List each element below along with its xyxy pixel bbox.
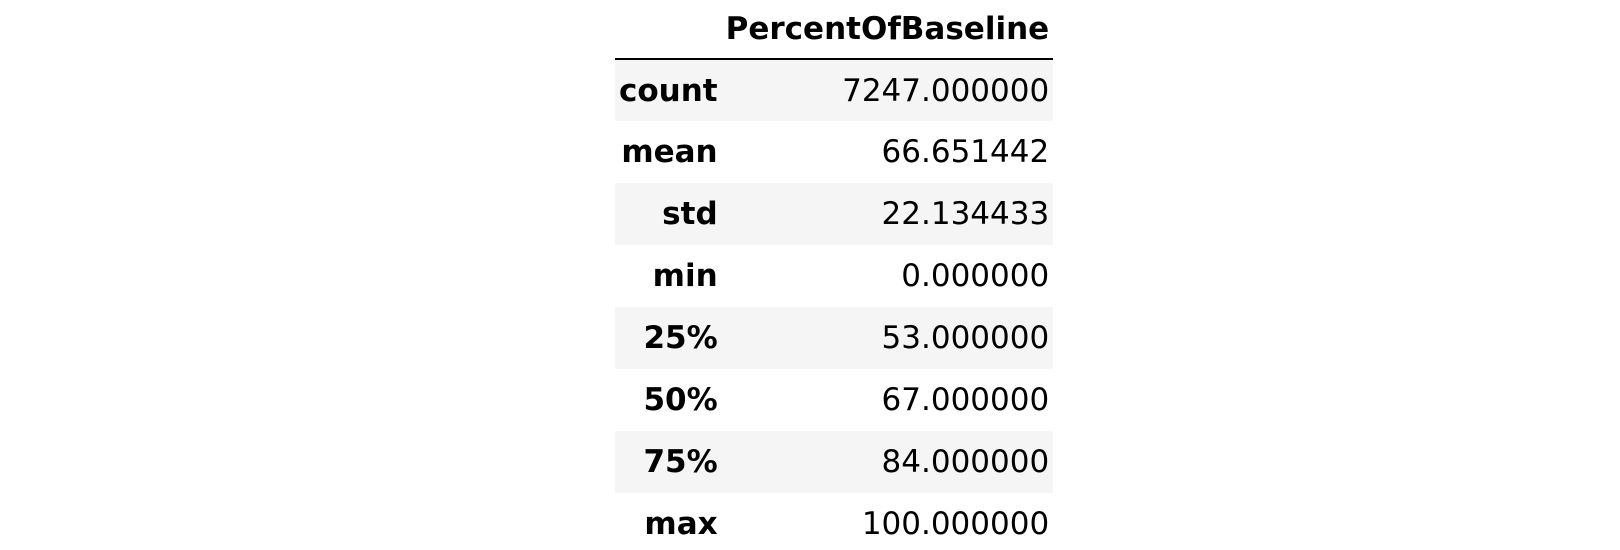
index-header-cell xyxy=(615,0,722,60)
table-row: 75% 84.000000 xyxy=(615,431,1054,493)
row-value: 66.651442 xyxy=(881,134,1050,170)
row-label: 25% xyxy=(643,320,718,356)
describe-stats-table: PercentOfBaseline count 7247.000000 mean… xyxy=(615,0,1054,550)
row-label: mean xyxy=(621,134,718,170)
table-row: mean 66.651442 xyxy=(615,121,1053,183)
row-value: 0.000000 xyxy=(901,258,1050,294)
table-row: 50% 67.000000 xyxy=(615,369,1053,431)
column-header-percent-of-baseline: PercentOfBaseline xyxy=(721,0,1054,60)
row-value: 100.000000 xyxy=(861,506,1050,542)
table-body: count 7247.000000 mean 66.651442 std 22.… xyxy=(615,59,1054,550)
row-value: 67.000000 xyxy=(881,382,1050,418)
table-row: std 22.134433 xyxy=(615,183,1054,245)
table-row: 25% 53.000000 xyxy=(615,307,1054,369)
row-label: count xyxy=(619,72,718,109)
row-label: 50% xyxy=(643,382,718,418)
row-value: 7247.000000 xyxy=(842,72,1050,109)
table-row: max 100.000000 xyxy=(615,493,1053,550)
table-header: PercentOfBaseline xyxy=(615,0,1054,60)
row-value: 22.134433 xyxy=(881,196,1050,232)
row-value: 53.000000 xyxy=(881,320,1050,356)
table-row: min 0.000000 xyxy=(615,245,1053,307)
row-label: std xyxy=(662,196,718,232)
row-label: 75% xyxy=(643,444,718,480)
row-label: max xyxy=(644,506,718,542)
header-row: PercentOfBaseline xyxy=(615,0,1054,60)
row-label: min xyxy=(652,258,718,294)
row-value: 84.000000 xyxy=(881,444,1050,480)
table-row: count 7247.000000 xyxy=(615,59,1054,121)
